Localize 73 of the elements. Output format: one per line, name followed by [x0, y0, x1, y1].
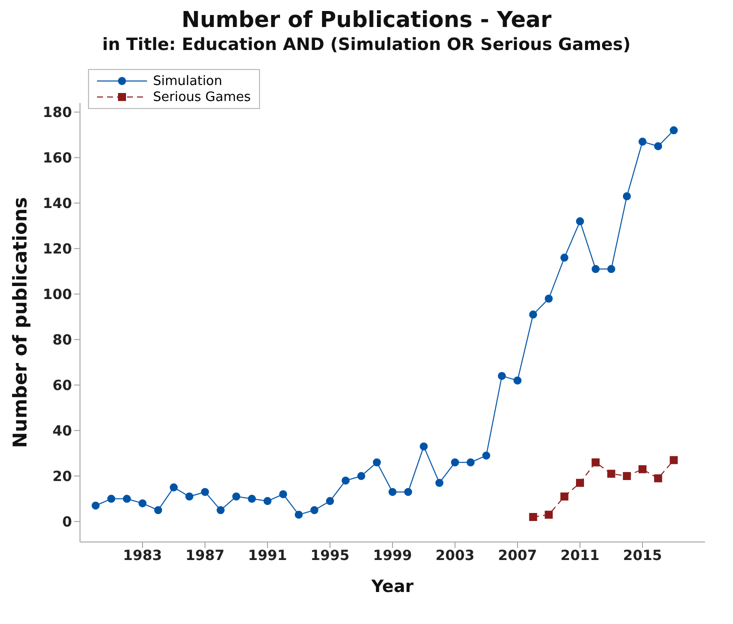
x-tick-label: 1991 — [248, 548, 287, 564]
point — [404, 488, 412, 496]
point — [544, 510, 553, 519]
point — [170, 483, 178, 492]
point — [670, 126, 678, 134]
point — [529, 310, 538, 319]
chart-subtitle: in Title: Education AND (Simulation OR Serious Games) — [101, 35, 632, 55]
point — [560, 254, 568, 262]
point — [654, 474, 662, 482]
point — [638, 138, 646, 146]
y-tick-label: 160 — [42, 150, 72, 167]
x-tick-label: 2015 — [623, 548, 662, 564]
y-tick-label: 100 — [42, 287, 72, 304]
legend-label: Serious Games — [153, 90, 251, 104]
point — [232, 492, 240, 501]
x-tick-label: 1995 — [310, 548, 350, 564]
point — [248, 494, 256, 503]
point — [529, 512, 538, 521]
point — [560, 492, 568, 501]
point — [279, 490, 288, 498]
point — [92, 502, 100, 510]
point — [420, 442, 428, 450]
point — [154, 506, 162, 514]
y-tick-label: 60 — [52, 378, 72, 394]
point — [592, 265, 600, 274]
point — [592, 458, 600, 466]
point — [514, 376, 522, 385]
chart-title: Number of Publications - Year — [180, 8, 552, 33]
point — [544, 294, 553, 303]
point — [607, 265, 616, 274]
y-tick-label: 80 — [52, 332, 72, 349]
point — [498, 372, 506, 380]
point — [622, 472, 631, 480]
point — [638, 465, 646, 474]
legend-label: Simulation — [153, 74, 222, 88]
x-axis-title: Year — [370, 577, 414, 597]
point — [607, 470, 616, 478]
point — [185, 492, 194, 501]
point — [435, 478, 444, 487]
point — [326, 497, 334, 506]
point — [216, 506, 225, 514]
point — [342, 476, 350, 485]
point — [670, 456, 678, 464]
point — [622, 192, 631, 200]
point — [122, 494, 131, 503]
point — [357, 472, 366, 480]
point — [264, 497, 272, 506]
y-tick-label: 120 — [42, 242, 72, 258]
point — [576, 217, 584, 226]
point — [372, 458, 381, 466]
y-tick-label: 180 — [42, 105, 72, 122]
point — [482, 452, 490, 460]
point — [201, 488, 209, 496]
x-tick-label: 1987 — [186, 548, 224, 564]
y-tick-label: 40 — [52, 424, 72, 440]
point — [388, 488, 396, 496]
y-tick-label: 0 — [62, 514, 72, 530]
x-tick-label: 2003 — [436, 548, 474, 564]
y-axis-title: Number of publications — [10, 197, 32, 448]
point — [451, 458, 459, 466]
point — [138, 499, 146, 508]
point — [654, 142, 662, 150]
y-tick-label: 140 — [42, 196, 72, 212]
point — [294, 510, 303, 519]
x-tick-label: 1999 — [373, 548, 412, 564]
x-tick-label: 1983 — [123, 548, 162, 564]
point — [466, 458, 475, 466]
y-tick-label: 20 — [52, 469, 72, 486]
point — [576, 478, 584, 487]
point — [310, 506, 318, 514]
point — [107, 494, 116, 503]
x-tick-label: 2011 — [560, 548, 600, 564]
x-tick-label: 2007 — [498, 548, 537, 564]
